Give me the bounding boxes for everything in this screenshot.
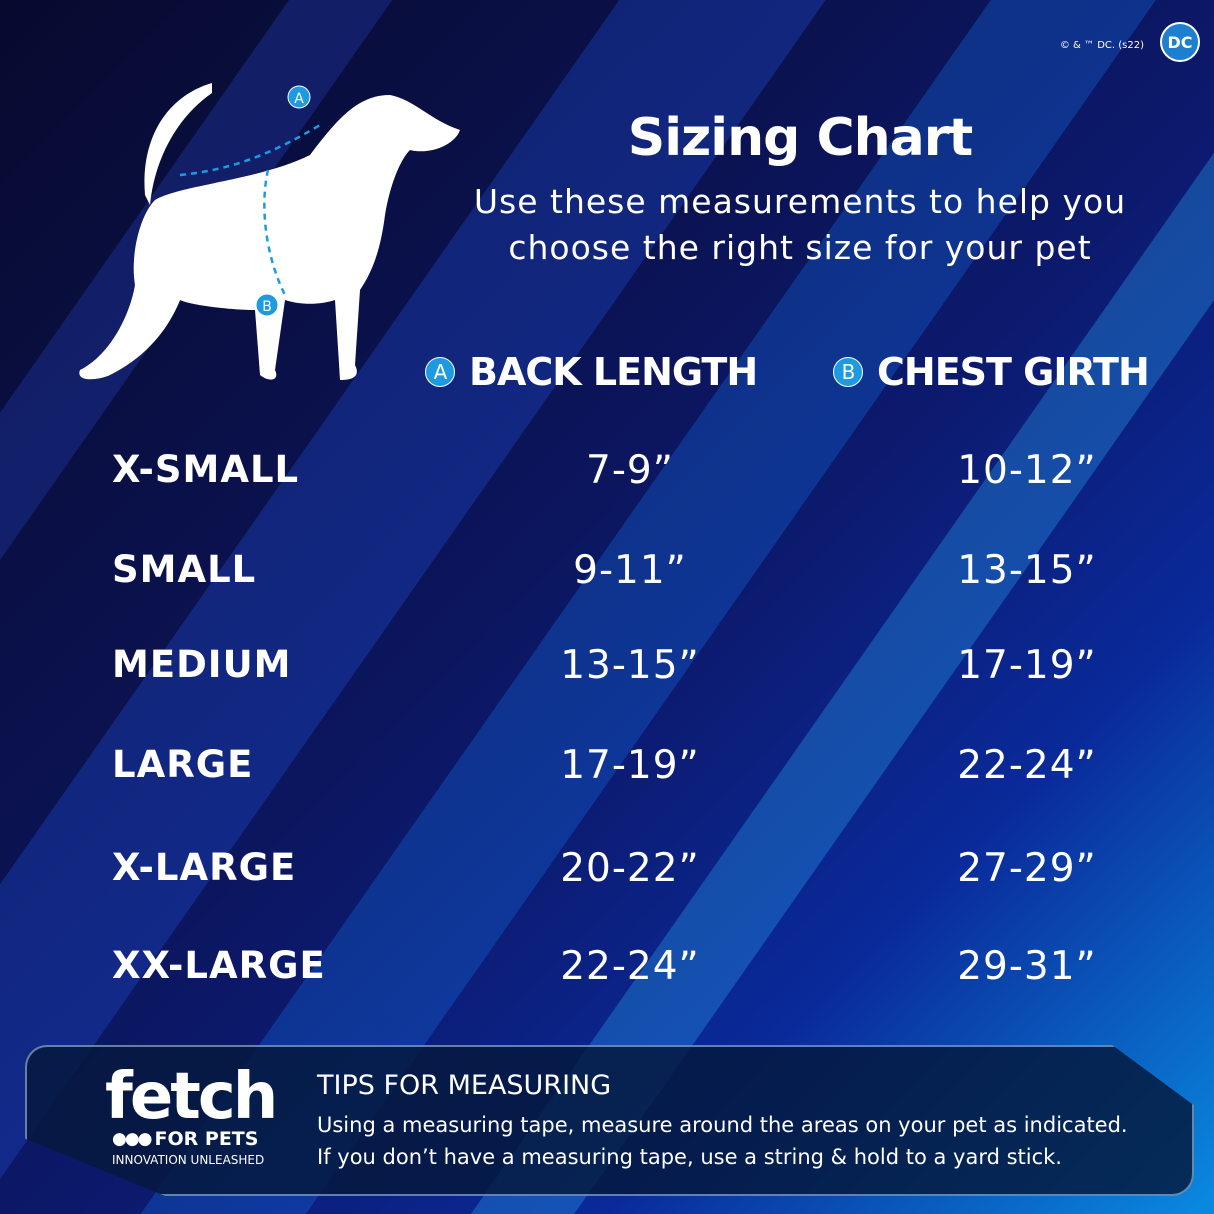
brand-line2-text: FOR PETS: [154, 1128, 259, 1150]
page-title: Sizing Chart: [627, 108, 973, 168]
tips-title: TIPS FOR MEASURING: [317, 1070, 612, 1101]
header-back-length: A BACK LENGTH: [425, 350, 758, 394]
chest-girth-value: 13-15”: [957, 548, 1097, 593]
subtitle-line-1: Use these measurements to help you: [473, 182, 1127, 221]
tips-panel: [25, 1045, 1194, 1196]
tips-line-1: Using a measuring tape, measure around t…: [317, 1113, 1128, 1137]
size-label: MEDIUM: [112, 643, 292, 686]
size-label: SMALL: [112, 548, 257, 591]
diagram-label-a: A: [294, 91, 304, 107]
badge-a: A: [425, 357, 455, 387]
chest-girth-value: 17-19”: [957, 643, 1097, 688]
brand-logo: fetch: [105, 1060, 278, 1134]
chest-girth-value: 10-12”: [957, 448, 1097, 493]
back-length-value: 9-11”: [573, 548, 687, 593]
size-label: LARGE: [112, 743, 254, 786]
dc-logo: DC: [1160, 22, 1200, 62]
chest-girth-value: 22-24”: [957, 743, 1097, 788]
chest-girth-value: 29-31”: [957, 944, 1097, 989]
badge-b: B: [833, 357, 863, 387]
brand-tagline: INNOVATION UNLEASHED: [112, 1153, 265, 1167]
size-label: XX-LARGE: [112, 944, 326, 987]
brand-line2: ●●● FOR PETS: [112, 1128, 258, 1150]
diagram-label-b: B: [262, 299, 272, 315]
dog-silhouette-diagram: A B: [79, 83, 460, 380]
copyright-text: © & ™ DC. (s22): [1059, 40, 1144, 51]
dots-icon: ●●●: [112, 1129, 152, 1149]
back-length-value: 13-15”: [560, 643, 700, 688]
back-length-value: 17-19”: [560, 743, 700, 788]
back-length-value: 20-22”: [560, 846, 700, 891]
chest-girth-value: 27-29”: [957, 846, 1097, 891]
back-length-value: 7-9”: [586, 448, 674, 493]
size-label: X-LARGE: [112, 846, 297, 889]
header-label: BACK LENGTH: [469, 350, 758, 394]
dog-icon: [79, 83, 460, 380]
back-length-value: 22-24”: [560, 944, 700, 989]
size-label: X-SMALL: [112, 448, 300, 491]
header-label: CHEST GIRTH: [877, 350, 1150, 394]
subtitle-line-2: choose the right size for your pet: [508, 228, 1092, 267]
tips-line-2: If you don’t have a measuring tape, use …: [317, 1145, 1062, 1169]
header-chest-girth: B CHEST GIRTH: [833, 350, 1150, 394]
